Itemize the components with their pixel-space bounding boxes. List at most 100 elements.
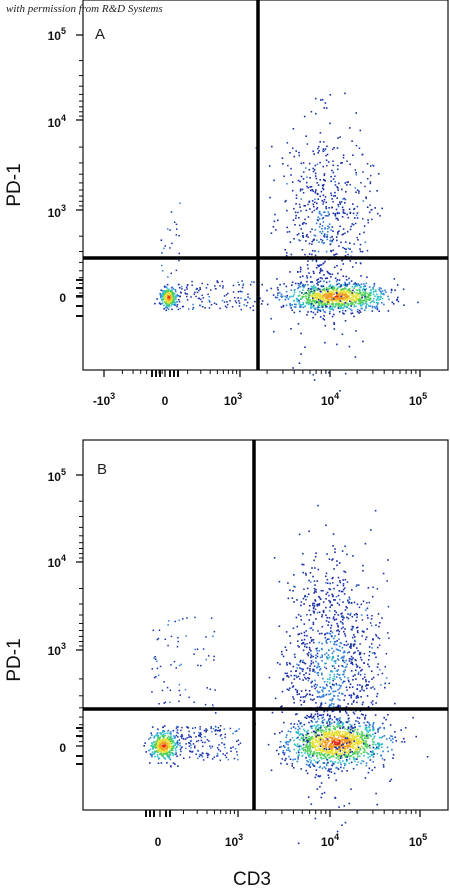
panel-a-event-dot	[295, 203, 297, 205]
panel-b-event-dot	[358, 735, 360, 737]
panel-b-event-dot	[371, 751, 373, 754]
panel-b-event-dot	[333, 744, 335, 747]
panel-a-event-dot	[344, 92, 346, 95]
panel-a-event-dot	[299, 304, 302, 306]
panel-a-event-dot	[307, 303, 310, 306]
panel-a-event-dot	[327, 299, 329, 302]
panel-a-event-dot	[359, 311, 362, 313]
panel-b-event-dot	[302, 679, 304, 681]
panel-b-event-dot	[371, 595, 374, 598]
panel-b-event-dot	[345, 706, 348, 708]
panel-b-event-dot	[337, 633, 340, 635]
panel-a-event-dot	[318, 306, 321, 309]
panel-a-event-dot	[337, 272, 339, 275]
panel-a-event-dot	[317, 306, 319, 309]
panel-b-event-dot	[352, 730, 354, 732]
panel-a-event-dot	[321, 286, 323, 288]
panel-b-event-dot	[333, 568, 335, 570]
panel-b-event-dot	[328, 739, 330, 742]
panel-b-event-dot	[346, 740, 349, 742]
panel-a-event-dot	[325, 154, 327, 157]
panel-a-event-dot	[316, 292, 318, 295]
panel-a-event-dot	[320, 232, 323, 235]
panel-a-event-dot	[171, 297, 173, 300]
panel-b-event-dot	[219, 729, 221, 731]
panel-b-event-dot	[337, 624, 339, 627]
panel-b-event-dot	[359, 651, 361, 654]
panel-b-event-dot	[341, 656, 344, 658]
panel-a-event-dot	[311, 281, 314, 283]
panel-b-event-dot	[144, 742, 146, 744]
panel-a-event-dot	[352, 296, 354, 298]
panel-b-event-dot	[308, 750, 310, 752]
panel-a-event-dot	[163, 286, 166, 288]
panel-a-event-dot	[346, 294, 348, 296]
panel-b-event-dot	[328, 754, 330, 756]
panel-b-event-dot	[284, 672, 287, 675]
panel-b-event-dot	[286, 763, 288, 765]
panel-b-event-dot	[165, 744, 168, 747]
panel-b-event-dot	[329, 633, 331, 635]
panel-b-event-dot	[278, 580, 281, 583]
panel-b-event-dot	[287, 741, 290, 743]
panel-b-event-dot	[370, 687, 372, 689]
panel-b-event-dot	[313, 592, 315, 594]
panel-b-event-dot	[277, 753, 280, 755]
panel-b-event-dot	[352, 679, 354, 681]
panel-b-event-dot	[340, 590, 343, 593]
panel-a-event-dot	[161, 299, 163, 302]
panel-a-event-dot	[337, 205, 340, 208]
panel-a-event-dot	[272, 294, 275, 296]
panel-b-event-dot	[332, 705, 335, 708]
panel-b-event-dot	[323, 718, 326, 721]
panel-b-event-dot	[360, 731, 363, 733]
panel-a-event-dot	[167, 276, 169, 278]
panel-a-event-dot	[164, 297, 167, 299]
panel-a-event-dot	[351, 285, 354, 288]
panel-b-event-dot	[350, 750, 352, 752]
panel-b-event-dot	[153, 753, 156, 755]
panel-b-event-dot	[213, 655, 215, 658]
panel-a-event-dot	[231, 306, 234, 308]
panel-b-event-dot	[314, 745, 317, 748]
panel-a-event-dot	[296, 287, 299, 290]
panel-b-event-dot	[350, 761, 353, 764]
panel-a-event-dot	[347, 247, 350, 250]
panel-b-event-dot	[310, 663, 313, 665]
panel-a-event-dot	[417, 301, 419, 304]
panel-a-event-dot	[187, 284, 189, 286]
panel-b-event-dot	[327, 746, 330, 748]
panel-a-event-dot	[328, 312, 331, 315]
panel-b-event-dot	[303, 662, 305, 664]
panel-a-event-dot	[341, 307, 343, 309]
panel-b-event-dot	[293, 701, 295, 704]
panel-b-event-dot	[344, 666, 347, 669]
panel-a-event-dot	[378, 287, 381, 289]
panel-b-event-dot	[325, 757, 328, 760]
panel-b-event-dot	[282, 745, 285, 747]
panel-a-event-dot	[381, 297, 384, 300]
panel-a-event-dot	[337, 299, 340, 302]
panel-a-event-dot	[325, 206, 327, 208]
panel-b-event-dot	[376, 646, 379, 649]
panel-b-event-dot	[362, 678, 364, 680]
panel-b-event-dot	[287, 747, 290, 749]
panel-b-event-dot	[327, 753, 329, 756]
panel-b-event-dot	[155, 745, 157, 748]
panel-b-event-dot	[170, 737, 172, 740]
panel-a-event-dot	[347, 294, 349, 296]
panel-a-event-dot	[338, 212, 340, 214]
panel-b-event-dot	[177, 640, 179, 643]
panel-b-event-dot	[361, 735, 363, 738]
panel-b-event-dot	[356, 647, 358, 649]
panel-a-event-dot	[191, 284, 193, 286]
panel-a-event-dot	[377, 302, 379, 304]
panel-b-event-dot	[353, 752, 356, 755]
panel-a-event-dot	[358, 296, 361, 298]
panel-b-event-dot	[232, 732, 234, 735]
panel-a-event-dot	[316, 239, 318, 242]
panel-a-event-dot	[360, 286, 362, 288]
panel-b-event-dot	[168, 745, 170, 747]
panel-b-event-dot	[287, 743, 289, 746]
panel-b-event-dot	[197, 757, 199, 760]
